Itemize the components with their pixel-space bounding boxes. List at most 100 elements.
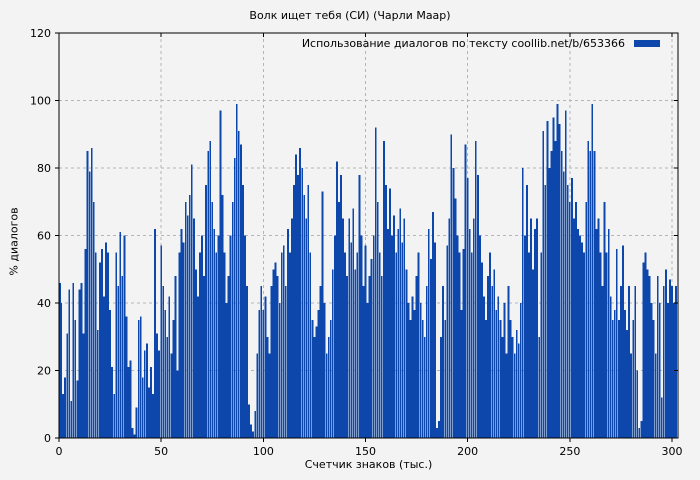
- bar: [481, 262, 483, 438]
- bar: [374, 127, 377, 438]
- bar: [538, 336, 541, 438]
- bar: [182, 242, 185, 438]
- bar: [248, 404, 250, 438]
- bar: [495, 309, 498, 438]
- bar: [417, 252, 420, 438]
- bar: [387, 228, 389, 438]
- bar: [244, 235, 246, 438]
- bar: [648, 276, 651, 438]
- bar: [489, 252, 492, 438]
- bar: [129, 360, 132, 438]
- bar: [94, 252, 97, 438]
- bar: [448, 218, 451, 438]
- legend-swatch-icon: [634, 40, 660, 47]
- bar: [98, 262, 101, 438]
- bar: [579, 235, 581, 438]
- y-tick-label: 0: [44, 432, 51, 445]
- bar: [270, 286, 273, 438]
- bar: [266, 336, 269, 438]
- bar: [521, 168, 524, 438]
- bar: [401, 242, 404, 438]
- bar: [675, 286, 677, 438]
- bar: [160, 245, 163, 438]
- bar: [662, 286, 665, 438]
- bar: [654, 353, 657, 438]
- bar: [113, 394, 116, 438]
- bar: [534, 228, 536, 438]
- bar: [358, 174, 361, 438]
- bar: [235, 103, 238, 438]
- bar: [607, 228, 610, 438]
- bar: [297, 174, 299, 438]
- bar: [542, 130, 545, 438]
- bar: [164, 309, 167, 438]
- bar: [499, 319, 502, 438]
- bar: [456, 235, 459, 438]
- x-tick-label: 150: [355, 445, 376, 458]
- bar: [595, 228, 598, 438]
- bar: [192, 218, 195, 438]
- bar: [362, 286, 365, 438]
- bar: [256, 353, 259, 438]
- bar: [139, 316, 142, 438]
- bar: [166, 336, 169, 438]
- bar: [66, 333, 69, 438]
- bar: [321, 191, 324, 438]
- bar: [532, 269, 534, 438]
- bar: [174, 276, 177, 438]
- bar: [252, 431, 255, 438]
- bar: [293, 184, 295, 438]
- bar: [211, 201, 214, 438]
- bar: [650, 303, 653, 438]
- bar: [605, 252, 608, 438]
- bar: [150, 367, 152, 438]
- bar: [472, 218, 475, 438]
- bar: [325, 353, 328, 438]
- bar: [573, 218, 575, 438]
- bar: [429, 259, 432, 438]
- bar: [360, 235, 363, 438]
- bar: [487, 276, 489, 438]
- bar: [599, 252, 602, 438]
- bar: [370, 259, 373, 438]
- bar: [135, 407, 138, 438]
- bar: [544, 184, 547, 438]
- bar: [440, 336, 443, 438]
- bar: [393, 215, 396, 438]
- bar: [237, 130, 240, 438]
- bar: [350, 242, 353, 438]
- bar: [305, 218, 308, 438]
- bar: [268, 353, 271, 438]
- bar: [660, 397, 663, 438]
- bar: [119, 232, 122, 438]
- bar: [201, 235, 203, 438]
- bar: [111, 367, 114, 438]
- bar: [620, 286, 622, 438]
- bar: [168, 296, 171, 438]
- bar: [575, 201, 577, 438]
- y-tick-label: 80: [37, 162, 51, 175]
- bar: [378, 252, 381, 438]
- bar: [434, 242, 436, 438]
- bar: [340, 174, 342, 438]
- bar: [260, 286, 263, 438]
- bar: [203, 276, 205, 438]
- bar: [68, 289, 71, 438]
- bar: [291, 218, 293, 438]
- bar: [397, 228, 400, 438]
- bar: [156, 333, 158, 438]
- bar: [626, 330, 628, 438]
- bar: [395, 252, 398, 438]
- bar: [634, 286, 637, 438]
- bar: [460, 309, 463, 438]
- bar: [415, 276, 418, 438]
- chart-title: Волк ищет тебя (СИ) (Чарли Маар): [249, 9, 451, 22]
- bar: [221, 195, 224, 438]
- bar: [280, 252, 283, 438]
- bar: [60, 303, 62, 438]
- bar: [207, 151, 210, 438]
- y-tick-label: 60: [37, 230, 51, 243]
- bar: [121, 276, 124, 438]
- bar: [503, 303, 506, 438]
